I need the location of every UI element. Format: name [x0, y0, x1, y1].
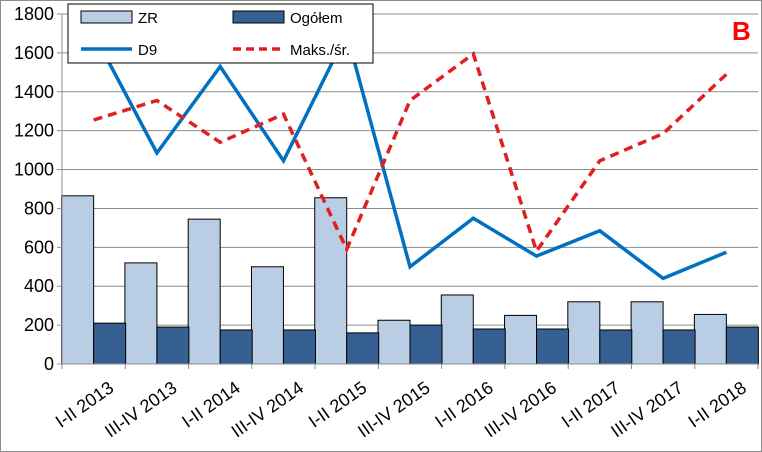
bar-ogolem	[662, 329, 696, 365]
bars	[61, 195, 759, 365]
y-tick-label: 600	[24, 237, 54, 257]
bar-zr	[250, 266, 284, 365]
bar-zr	[440, 294, 474, 365]
legend-swatch-zr	[80, 10, 133, 24]
legend-label-d9: D9	[138, 42, 157, 59]
bar-zr	[567, 301, 601, 365]
bar-ogolem	[536, 328, 570, 365]
y-tick-labels: 0 200 400 600 800 1000 1200 1400 1600 1800	[14, 4, 54, 374]
legend-swatch-ogolem	[232, 10, 285, 24]
bar-zr	[504, 314, 538, 365]
y-tick-label: 400	[24, 276, 54, 296]
panel-label: B	[732, 16, 751, 46]
legend-label-zr: ZR	[138, 10, 158, 27]
bar-ogolem	[282, 329, 316, 365]
bar-zr	[124, 262, 158, 365]
gridlines	[62, 13, 758, 326]
y-tick-label: 1200	[14, 121, 54, 141]
y-tick-label: 200	[24, 315, 54, 335]
legend: ZR Ogółem D9 Maks./śr.	[67, 3, 374, 64]
line-d9	[92, 28, 728, 281]
bar-zr	[187, 218, 221, 365]
bar-ogolem	[599, 329, 633, 365]
y-tick-label: 1800	[14, 4, 54, 24]
legend-label-maks: Maks./śr.	[290, 42, 350, 59]
bar-ogolem	[346, 332, 380, 365]
y-tick-label: 1400	[14, 82, 54, 102]
bar-ogolem	[409, 324, 443, 365]
y-tick-label: 0	[44, 354, 54, 374]
bar-ogolem	[93, 322, 127, 365]
bar-zr	[377, 319, 411, 365]
legend-label-ogolem: Ogółem	[290, 10, 343, 27]
y-tick-label: 1600	[14, 43, 54, 63]
bar-zr	[314, 197, 348, 365]
bar-ogolem	[156, 326, 190, 365]
bar-ogolem	[472, 328, 506, 365]
lines	[92, 28, 728, 281]
y-tick-label: 1000	[14, 160, 54, 180]
bar-zr	[61, 195, 95, 365]
bar-zr	[693, 313, 727, 365]
bar-ogolem	[725, 326, 759, 365]
bar-ogolem	[219, 329, 253, 365]
bar-zr	[630, 301, 664, 365]
y-tick-label: 800	[24, 198, 54, 218]
axes	[57, 13, 759, 369]
